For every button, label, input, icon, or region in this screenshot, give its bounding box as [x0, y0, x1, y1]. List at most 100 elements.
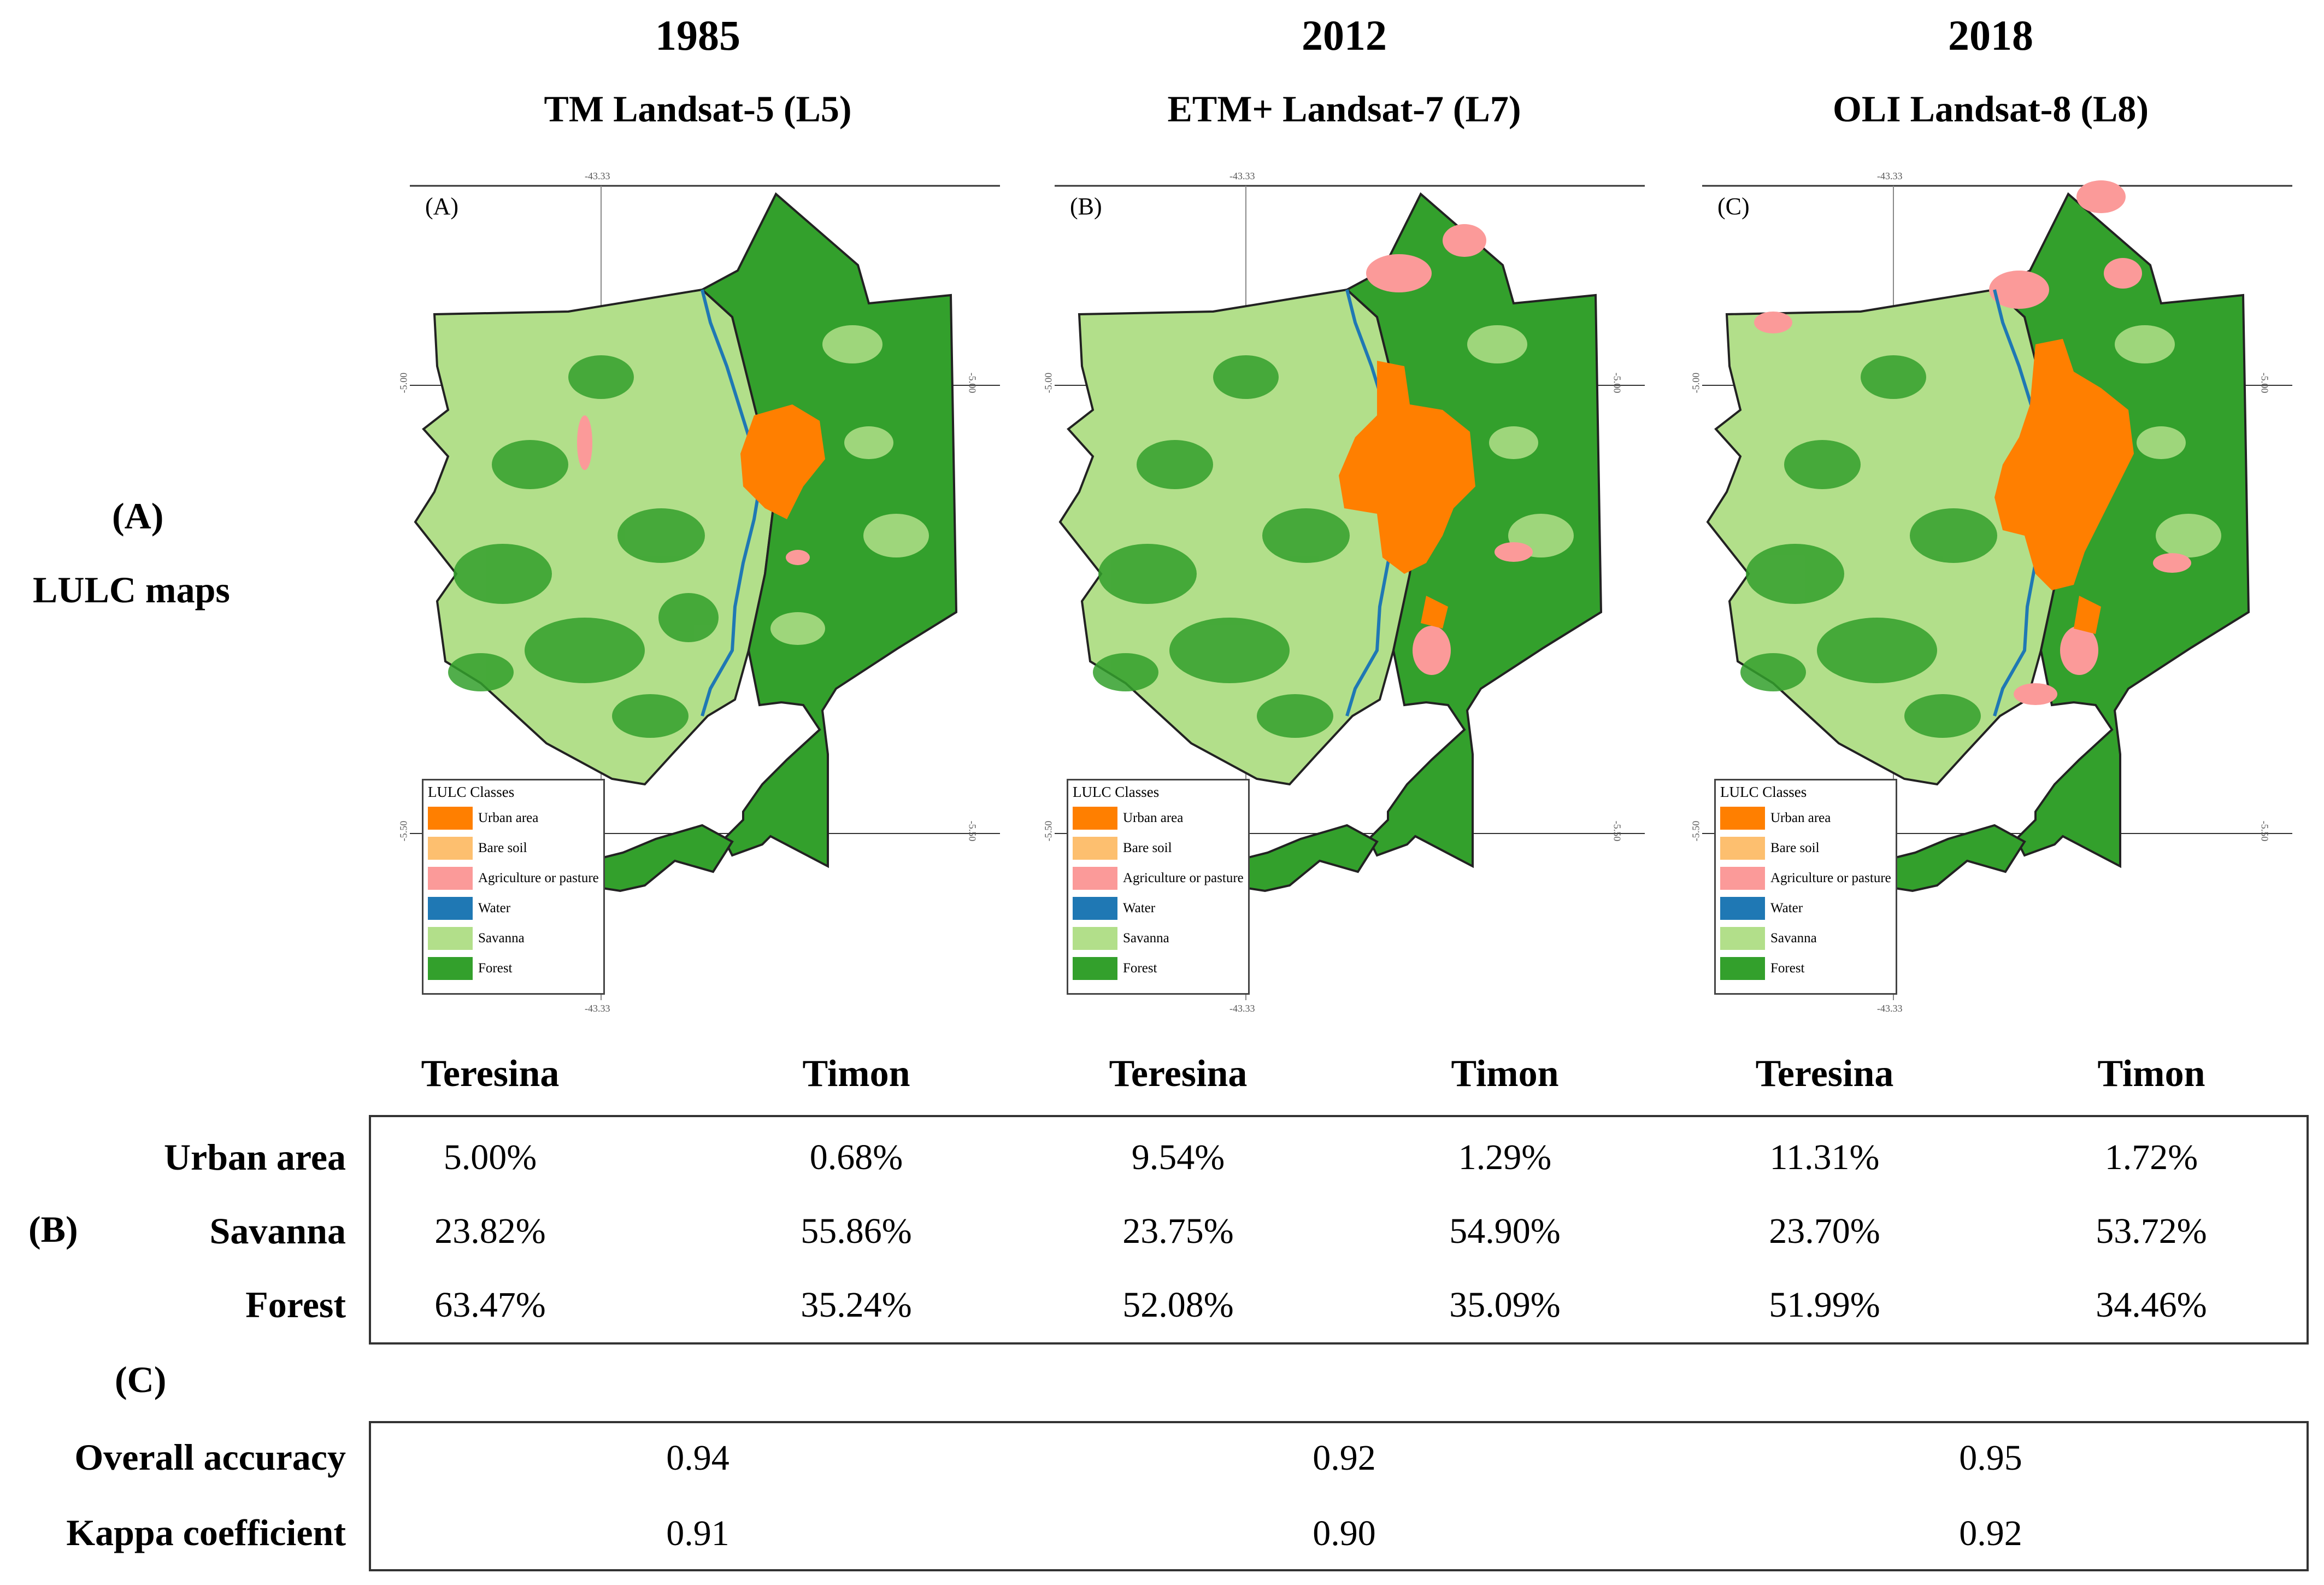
- right-coord-top: -5.00: [2259, 372, 2270, 394]
- map-graphic: [1055, 185, 1645, 1000]
- row-label-forest: Forest: [245, 1284, 346, 1325]
- bottom-coord: -43.33: [1229, 1003, 1255, 1014]
- legend-label: Urban area: [1123, 810, 1184, 825]
- legend-swatch: [428, 896, 473, 920]
- map-graphic: [1702, 180, 2292, 1000]
- section-a-text: LULC maps: [33, 569, 230, 610]
- year-1985: 1985: [655, 11, 740, 59]
- section-b-label: (B): [28, 1208, 78, 1250]
- legend-title: LULC Classes: [428, 784, 515, 800]
- legend-label: Agriculture or pasture: [478, 870, 599, 885]
- legend-label: Savanna: [1770, 930, 1817, 946]
- legend-item-agriculture: Agriculture or pasture: [1720, 863, 1891, 893]
- cell-forest-teresina-1985: 63.47%: [434, 1285, 546, 1325]
- legend-item-forest: Forest: [1073, 953, 1244, 983]
- legend-item-agriculture: Agriculture or pasture: [1073, 863, 1244, 893]
- cell-savanna-teresina-2018: 23.70%: [1769, 1211, 1880, 1251]
- legend-item-forest: Forest: [1720, 953, 1891, 983]
- legend-swatch: [1073, 926, 1117, 950]
- legend-item-savanna: Savanna: [1073, 923, 1244, 953]
- cell-urban-timon-1985: 0.68%: [809, 1137, 903, 1177]
- accuracy-table: [369, 1421, 2309, 1571]
- panel-label: (B): [1070, 193, 1102, 220]
- legend-item-bare-soil: Bare soil: [428, 833, 599, 863]
- legend-label: Water: [478, 900, 511, 915]
- cell-savanna-teresina-1985: 23.82%: [434, 1211, 546, 1251]
- cell-urban-timon-2018: 1.72%: [2104, 1137, 2198, 1177]
- row-label-overall-accuracy: Overall accuracy: [74, 1436, 346, 1478]
- map-legend: LULC Classes Urban area Bare soil Agricu…: [422, 779, 605, 995]
- map-legend: LULC Classes Urban area Bare soil Agricu…: [1067, 779, 1250, 995]
- year-2018: 2018: [1948, 11, 2033, 59]
- top-coord: -43.33: [1877, 171, 1903, 181]
- legend-swatch: [1073, 836, 1117, 860]
- legend-item-water: Water: [428, 893, 599, 923]
- panel-label: (A): [425, 193, 459, 220]
- legend-title: LULC Classes: [1720, 784, 1807, 800]
- right-coord-bottom: -5.50: [2259, 820, 2270, 842]
- col-teresina-2012: Teresina: [1109, 1053, 1248, 1095]
- row-label-urban: Urban area: [163, 1136, 346, 1178]
- cell-urban-timon-2012: 1.29%: [1458, 1137, 1552, 1177]
- bottom-coord: -43.33: [1877, 1003, 1903, 1014]
- left-coord-bottom: -5.50: [1690, 820, 1702, 842]
- bottom-coord: -43.33: [585, 1003, 610, 1014]
- left-coord-bottom: -5.50: [398, 820, 409, 842]
- lulc-percentage-table: [369, 1115, 2309, 1345]
- legend-label: Water: [1123, 900, 1156, 915]
- legend-swatch: [1073, 866, 1117, 890]
- legend-item-bare-soil: Bare soil: [1720, 833, 1891, 863]
- legend-label: Urban area: [478, 810, 539, 825]
- legend-label: Bare soil: [478, 840, 527, 855]
- legend-item-water: Water: [1720, 893, 1891, 923]
- legend-item-savanna: Savanna: [428, 923, 599, 953]
- cell-urban-teresina-2012: 9.54%: [1131, 1137, 1225, 1177]
- legend-swatch: [428, 956, 473, 980]
- legend-label: Agriculture or pasture: [1123, 870, 1244, 885]
- legend-label: Forest: [1770, 960, 1805, 976]
- legend-swatch: [428, 836, 473, 860]
- right-coord-bottom: -5.50: [967, 820, 978, 842]
- col-teresina-1985: Teresina: [421, 1053, 560, 1095]
- cell-kappa-1985: 0.91: [666, 1513, 729, 1553]
- cell-accuracy-1985: 0.94: [666, 1438, 729, 1478]
- col-teresina-2018: Teresina: [1755, 1053, 1894, 1095]
- right-coord-top: -5.00: [1611, 372, 1623, 394]
- row-label-kappa: Kappa coefficient: [66, 1512, 346, 1553]
- legend-swatch: [428, 926, 473, 950]
- section-c-label: (C): [115, 1359, 167, 1400]
- legend-item-forest: Forest: [428, 953, 599, 983]
- legend-title: LULC Classes: [1073, 784, 1160, 800]
- lulc-map-2018: (C) -43.33 -43.33 -5.00 -5.50 -5.00 -5.5…: [1690, 171, 2298, 1014]
- legend-label: Savanna: [478, 930, 525, 946]
- sensor-l7: ETM+ Landsat-7 (L7): [1167, 88, 1521, 130]
- legend-item-agriculture: Agriculture or pasture: [428, 863, 599, 893]
- col-timon-2012: Timon: [1451, 1053, 1559, 1095]
- legend-swatch: [1073, 806, 1117, 830]
- legend-swatch: [1720, 926, 1765, 950]
- legend-swatch: [1720, 836, 1765, 860]
- sensor-l8: OLI Landsat-8 (L8): [1832, 88, 2149, 130]
- lulc-map-1985: (A) -43.33 -43.33 -5.00 -5.50 -5.00 -5.5…: [398, 171, 1005, 1014]
- cell-urban-teresina-1985: 5.00%: [443, 1137, 537, 1177]
- cell-accuracy-2018: 0.95: [1959, 1438, 2022, 1478]
- legend-item-bare-soil: Bare soil: [1073, 833, 1244, 863]
- cell-savanna-timon-2018: 53.72%: [2096, 1211, 2207, 1251]
- cell-forest-timon-2018: 34.46%: [2096, 1285, 2207, 1325]
- col-timon-2018: Timon: [2097, 1053, 2205, 1095]
- cell-accuracy-2012: 0.92: [1313, 1438, 1376, 1478]
- cell-kappa-2012: 0.90: [1313, 1513, 1376, 1553]
- sensor-l5: TM Landsat-5 (L5): [544, 88, 852, 130]
- legend-label: Bare soil: [1770, 840, 1820, 855]
- legend-item-urban: Urban area: [428, 803, 599, 833]
- legend-swatch: [428, 866, 473, 890]
- year-2012: 2012: [1302, 11, 1387, 59]
- legend-swatch: [1073, 896, 1117, 920]
- section-a-label: (A): [112, 495, 164, 537]
- left-coord-top: -5.00: [1043, 372, 1054, 394]
- legend-swatch: [1720, 956, 1765, 980]
- cell-forest-teresina-2012: 52.08%: [1122, 1285, 1234, 1325]
- top-coord: -43.33: [585, 171, 610, 181]
- cell-forest-timon-2012: 35.09%: [1449, 1285, 1561, 1325]
- legend-label: Water: [1770, 900, 1803, 915]
